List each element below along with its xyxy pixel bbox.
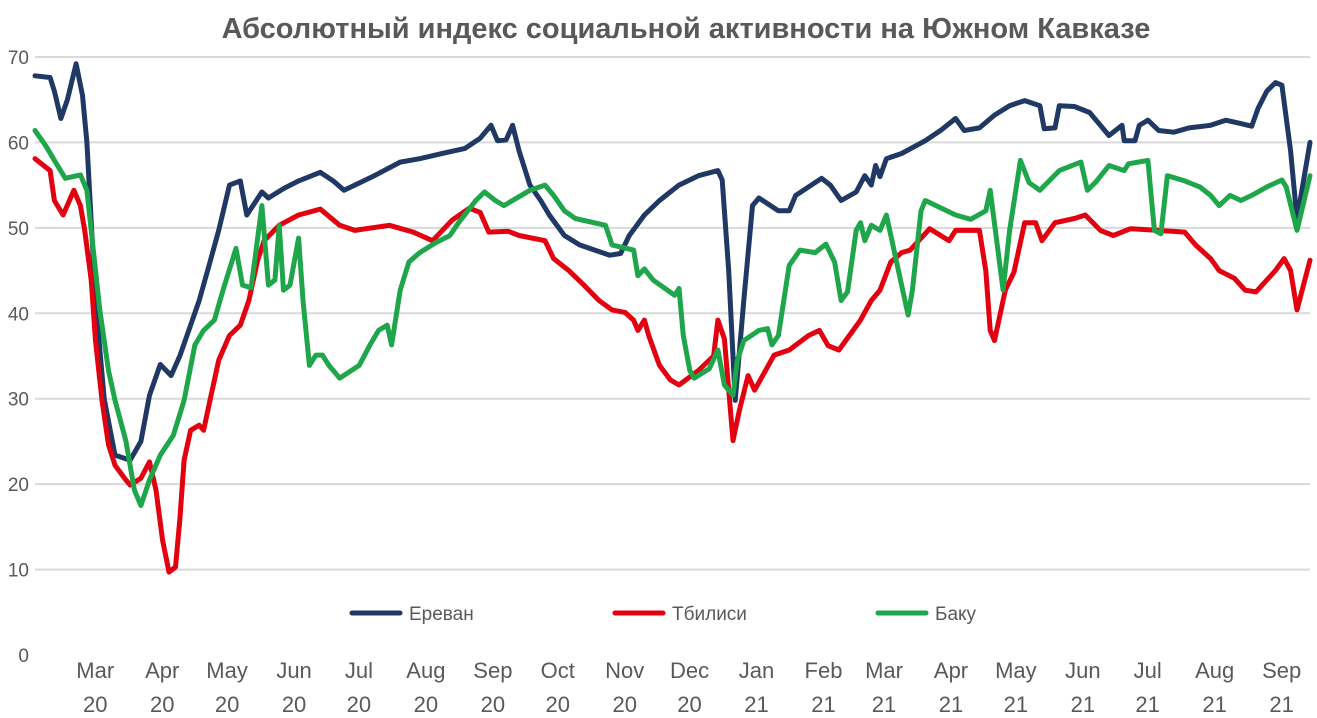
series-line-Тбилиси bbox=[32, 156, 1313, 575]
x-tick-month: Jun bbox=[1065, 658, 1100, 683]
x-tick-year: 21 bbox=[1071, 692, 1095, 717]
y-tick-label: 30 bbox=[8, 390, 29, 411]
x-tick-month: Aug bbox=[1195, 658, 1234, 683]
x-tick-month: Apr bbox=[145, 658, 179, 683]
x-tick-month: Nov bbox=[605, 658, 644, 683]
legend-label: Тбилиси bbox=[672, 604, 747, 625]
x-tick-year: 20 bbox=[83, 692, 107, 717]
y-tick-label: 10 bbox=[8, 561, 29, 582]
x-tick-month: Dec bbox=[670, 658, 709, 683]
x-tick-year: 21 bbox=[1004, 692, 1028, 717]
y-tick-label: 50 bbox=[8, 219, 29, 240]
x-tick-month: May bbox=[995, 658, 1037, 683]
x-tick-year: 21 bbox=[939, 692, 963, 717]
x-tick-month: Jul bbox=[1134, 658, 1162, 683]
x-tick-month: Jul bbox=[345, 658, 373, 683]
legend-label: Баку bbox=[935, 604, 977, 625]
series-lines bbox=[32, 61, 1313, 575]
x-tick-year: 20 bbox=[414, 692, 438, 717]
y-tick-label: 40 bbox=[8, 304, 29, 325]
x-tick-month: Apr bbox=[934, 658, 968, 683]
x-tick-year: 20 bbox=[677, 692, 701, 717]
x-tick-month: Oct bbox=[541, 658, 575, 683]
x-tick-year: 20 bbox=[150, 692, 174, 717]
x-tick-month: Sep bbox=[1262, 658, 1301, 683]
x-tick-month: Jun bbox=[276, 658, 311, 683]
y-tick-label: 20 bbox=[8, 475, 29, 496]
x-tick-month: Feb bbox=[805, 658, 843, 683]
x-tick-year: 21 bbox=[1135, 692, 1159, 717]
legend-label: Ереван bbox=[409, 604, 474, 625]
x-tick-year: 21 bbox=[1202, 692, 1226, 717]
x-axis-ticks: Mar 20 Apr 20 May 20 Jun 20 Jul 20 Aug 20 Sep 20 Oct 20… bbox=[76, 658, 1301, 717]
x-tick-year: 20 bbox=[612, 692, 636, 717]
x-tick-month: Mar bbox=[865, 658, 903, 683]
x-tick-year: 20 bbox=[215, 692, 239, 717]
x-tick-year: 20 bbox=[545, 692, 569, 717]
x-tick-month: Sep bbox=[473, 658, 512, 683]
chart-title: Абсолютный индекс социальной активности … bbox=[222, 13, 1151, 45]
legend: Ереван Тбилиси Баку bbox=[349, 604, 977, 625]
y-tick-label: 60 bbox=[8, 133, 29, 154]
series-line-Ереван bbox=[32, 61, 1313, 463]
gridlines bbox=[35, 56, 1310, 571]
x-tick-year: 20 bbox=[347, 692, 371, 717]
x-tick-month: May bbox=[206, 658, 248, 683]
x-tick-year: 21 bbox=[872, 692, 896, 717]
y-tick-label: 70 bbox=[8, 48, 29, 69]
x-tick-month: Jan bbox=[739, 658, 774, 683]
legend-item: Баку bbox=[875, 604, 977, 625]
legend-item: Тбилиси bbox=[612, 604, 747, 625]
x-tick-month: Mar bbox=[76, 658, 114, 683]
x-tick-year: 20 bbox=[282, 692, 306, 717]
x-tick-year: 21 bbox=[1269, 692, 1293, 717]
x-tick-year: 20 bbox=[481, 692, 505, 717]
legend-item: Ереван bbox=[349, 604, 474, 625]
series-line-Баку bbox=[32, 128, 1313, 508]
x-tick-year: 21 bbox=[744, 692, 768, 717]
y-tick-label: 0 bbox=[18, 646, 29, 667]
y-axis-ticks: 0 10 20 30 40 50 60 70 bbox=[8, 48, 29, 667]
x-tick-year: 21 bbox=[811, 692, 835, 717]
x-tick-month: Aug bbox=[406, 658, 445, 683]
